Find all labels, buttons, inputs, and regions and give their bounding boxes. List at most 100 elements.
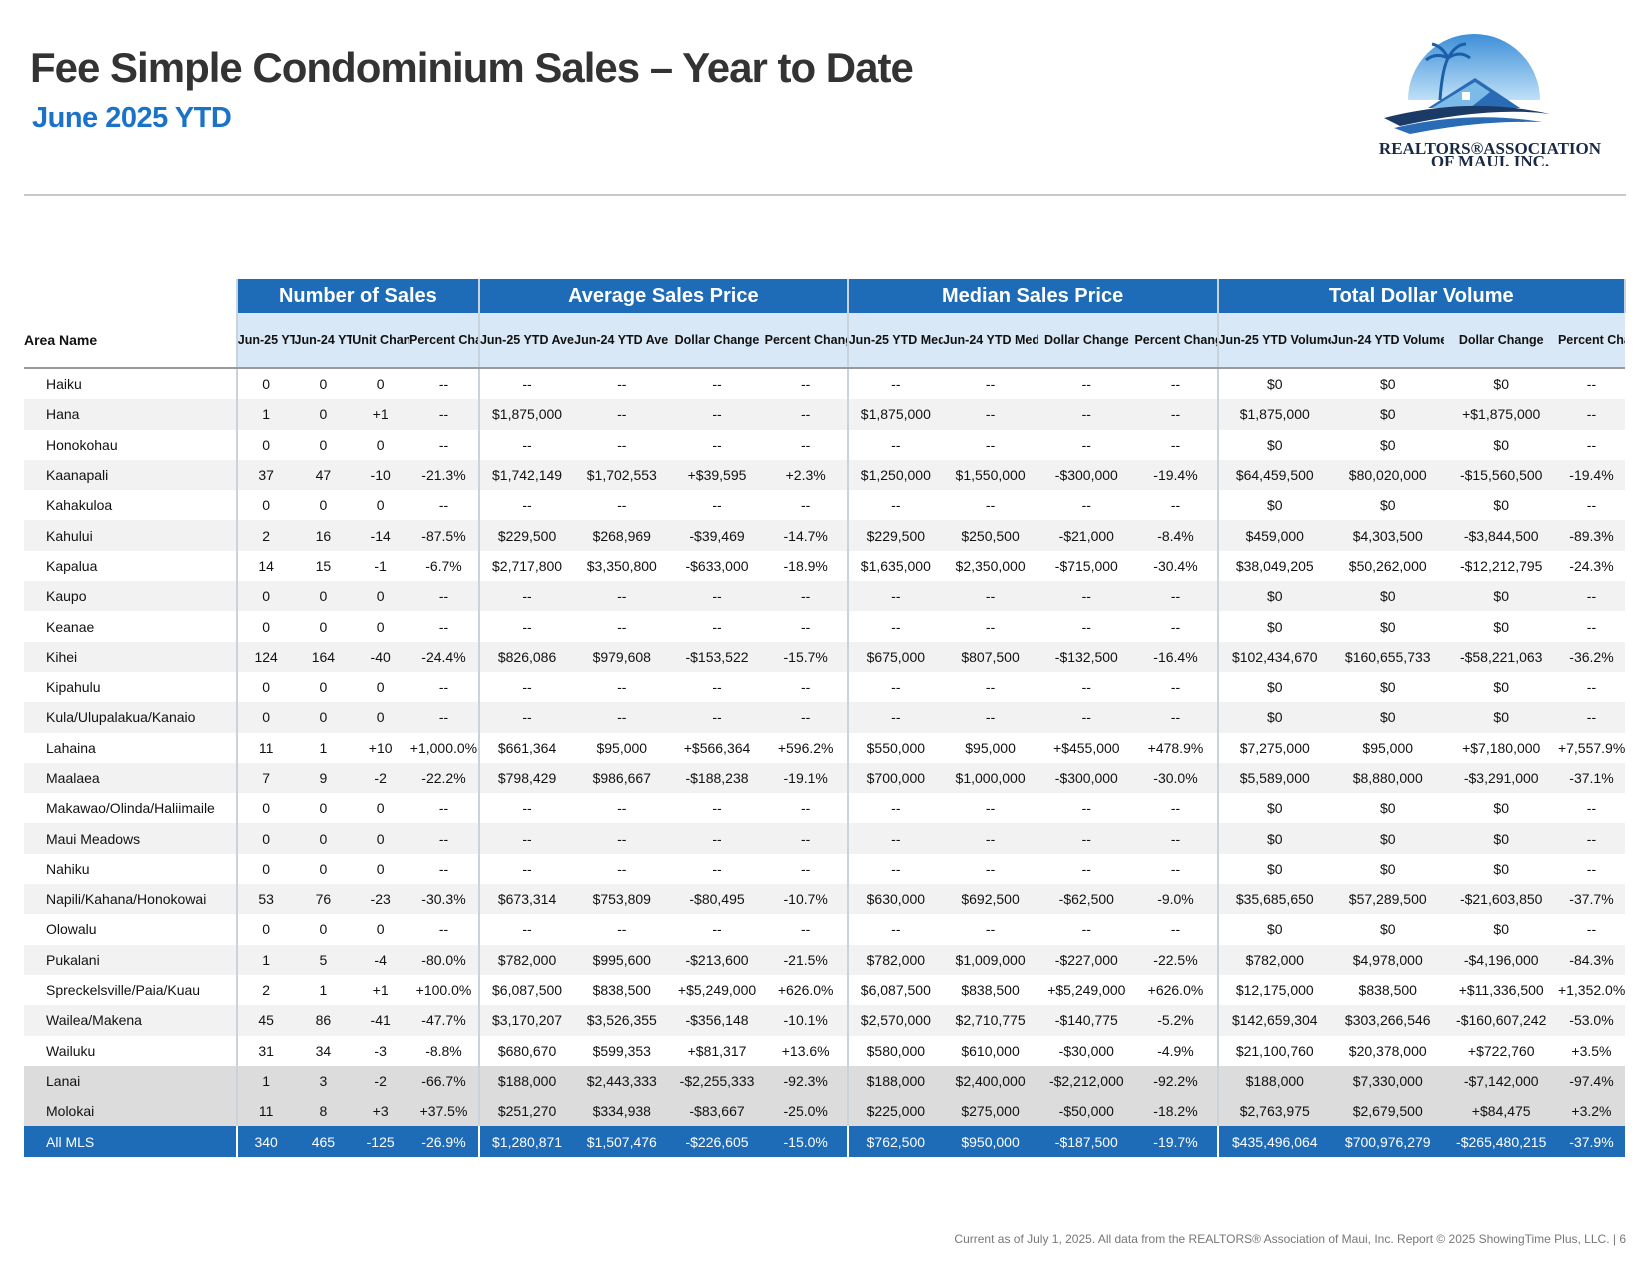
table-cell: $459,000	[1216, 520, 1331, 551]
table-cell: -$140,775	[1038, 1005, 1135, 1036]
column-header: Dollar Change	[1444, 313, 1558, 369]
column-header: Jun-25 YTD Median	[847, 313, 943, 369]
group-median-sales-price: Median Sales Price	[847, 279, 1219, 313]
table-cell: 15	[315, 557, 332, 574]
table-cell: --	[477, 581, 575, 612]
table-cell: $0	[1493, 921, 1509, 938]
table-cell: --	[801, 436, 811, 453]
table-cell: +13.6%	[781, 1042, 830, 1059]
table-cell: $12,175,000	[1216, 974, 1331, 1006]
table-cell: $303,266,546	[1331, 1005, 1445, 1036]
table-cell: --	[1170, 679, 1181, 696]
table-cell: --	[801, 679, 811, 696]
table-cell: --	[409, 702, 479, 733]
table-cell: --	[1081, 860, 1091, 877]
table-cell: --	[764, 823, 848, 854]
table-cell: -18.9%	[783, 557, 828, 574]
table-cell: $229,500	[846, 520, 943, 551]
table-cell: -23	[352, 884, 410, 915]
table-cell: --	[617, 921, 627, 938]
table-cell: --	[574, 399, 670, 430]
column-header: Jun-24 YTD Average	[574, 313, 670, 369]
table-cell: 3	[294, 1065, 353, 1097]
column-header: Jun-25 YTD Average	[478, 313, 575, 369]
table-cell: $435,496,064	[1216, 1126, 1331, 1157]
area-name-cell: Kahului	[24, 520, 237, 551]
table-cell: --	[1586, 618, 1597, 635]
table-cell: 1	[235, 399, 295, 430]
table-cell: -92.3%	[764, 1065, 848, 1097]
table-cell: 0	[319, 376, 328, 393]
table-cell: $0	[1493, 376, 1509, 393]
table-row: Honokohau 0 0 0 -- -- -- -- -- -- -- -- -- $0 $0 $0 --	[24, 429, 1625, 460]
table-cell: -5.2%	[1134, 1005, 1218, 1036]
table-row: Haiku 0 0 0 -- -- -- -- -- -- -- -- -- $0 $0 $0 --	[24, 368, 1625, 400]
table-cell: 1	[319, 739, 328, 756]
table-cell: $0	[1379, 618, 1396, 635]
table-cell: 1	[235, 1065, 295, 1097]
table-cell: $782,000	[1216, 944, 1331, 975]
table-cell: $700,976,279	[1331, 1126, 1445, 1157]
table-cell: +1	[352, 399, 410, 430]
table-cell: $782,000	[477, 944, 575, 975]
table-cell: -89.3%	[1557, 520, 1625, 551]
table-cell: $142,659,304	[1216, 1005, 1331, 1036]
table-cell: --	[801, 497, 811, 514]
table-cell: --	[1170, 618, 1181, 635]
table-cell: -87.5%	[409, 520, 479, 551]
table-cell: +3	[352, 1096, 410, 1127]
table-cell: 0	[235, 914, 295, 945]
table-cell: --	[438, 618, 449, 635]
table-cell: 0	[376, 497, 385, 514]
table-cell: $610,000	[961, 1042, 1020, 1059]
table-cell: $268,969	[574, 520, 670, 551]
table-cell: 47	[294, 459, 353, 491]
table-cell: --	[846, 581, 943, 612]
table-body: Haiku 0 0 0 -- -- -- -- -- -- -- -- -- $0 $0 $0 -- Hana 1 0…	[24, 368, 1625, 1157]
table-cell: --	[1081, 800, 1091, 817]
table-cell: -10.7%	[764, 884, 848, 915]
table-cell: --	[985, 921, 996, 938]
table-cell: --	[669, 399, 765, 430]
table-cell: --	[1170, 800, 1181, 817]
table-cell: -$39,469	[669, 520, 765, 551]
table-cell: 5	[294, 944, 353, 975]
table-cell: --	[712, 497, 722, 514]
table-cell: $2,679,500	[1331, 1096, 1445, 1127]
table-row: Olowalu 0 0 0 -- -- -- -- -- -- -- -- -- $0 $0 $0 --	[24, 914, 1625, 945]
table-cell: $225,000	[846, 1096, 943, 1127]
table-cell: --	[1170, 436, 1181, 453]
table-row: Kahakuloa 0 0 0 -- -- -- -- -- -- -- -- -- $0 $0 $0 --	[24, 490, 1625, 521]
table-row: Pukalani 1 5 -4 -80.0% $782,000 $995,600 -$213,…	[24, 944, 1625, 975]
table-row: Kipahulu 0 0 0 -- -- -- -- -- -- -- -- -- $0 $0 $0 --	[24, 671, 1625, 703]
table-cell: --	[409, 823, 479, 854]
table-cell: --	[1586, 497, 1597, 514]
table-cell: $762,500	[846, 1126, 943, 1157]
logo-text-line2: OF MAUI, INC.	[1431, 152, 1549, 166]
column-header: Dollar Change	[1038, 313, 1135, 369]
table-cell: $0	[1379, 800, 1396, 817]
sales-table: Number of Sales Average Sales Price Medi…	[24, 279, 1627, 1157]
table-cell: --	[712, 921, 722, 938]
area-name-cell: Napili/Kahana/Honokowai	[24, 884, 237, 915]
table-cell: $102,434,670	[1216, 641, 1331, 672]
table-cell: --	[764, 702, 848, 733]
table-cell: $1,280,871	[477, 1126, 575, 1157]
table-cell: 1	[319, 982, 328, 999]
table-cell: $188,000	[846, 1065, 943, 1097]
table-cell: 2	[235, 520, 295, 551]
table-cell: +$566,364	[683, 739, 751, 756]
table-row: Makawao/Olinda/Haliimaile 0 0 0 -- -- -- -- -- --…	[24, 793, 1625, 824]
table-cell: -14.7%	[764, 520, 848, 551]
table-cell: $0	[1216, 611, 1331, 642]
table-cell: 0	[376, 436, 385, 453]
table-cell: --	[1586, 436, 1597, 453]
table-cell: --	[477, 671, 575, 703]
table-cell: -30.4%	[1153, 557, 1198, 574]
table-cell: -$2,255,333	[669, 1065, 765, 1097]
table-cell: 0	[235, 429, 295, 460]
table-cell: 11	[235, 1096, 295, 1127]
table-cell: +$1,875,000	[1444, 399, 1558, 430]
table-cell: -24.4%	[409, 641, 479, 672]
table-cell: $0	[1379, 679, 1396, 696]
